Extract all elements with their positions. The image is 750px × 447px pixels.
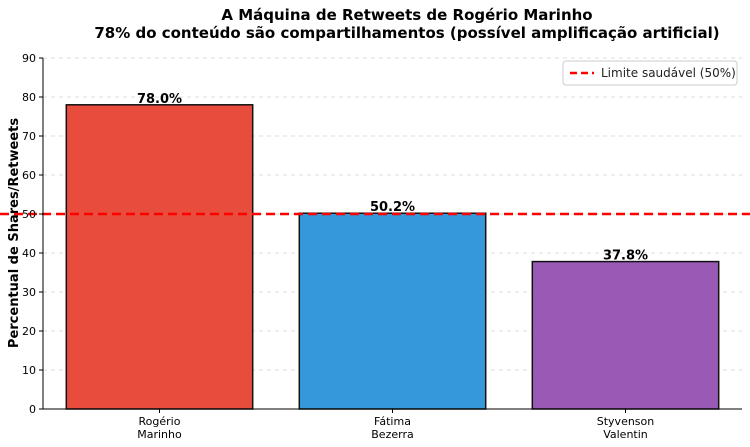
y-tick-label: 80 — [22, 91, 36, 104]
y-axis-label: Percentual de Shares/Retweets — [7, 118, 22, 348]
y-tick-label: 40 — [22, 247, 36, 260]
y-tick-label: 60 — [22, 169, 36, 182]
bar-value-label: 50.2% — [370, 200, 415, 215]
x-tick-label: Styvenson — [597, 415, 655, 428]
x-tick-label: Marinho — [137, 428, 182, 441]
y-tick-label: 70 — [22, 130, 36, 143]
y-tick-label: 90 — [22, 52, 36, 65]
bars: 78.0% 50.2% 37.8% — [65, 92, 720, 410]
x-tick-label: Valentin — [603, 428, 648, 441]
x-tick-label: Rogério — [139, 415, 181, 428]
chart-title: A Máquina de Retweets de Rogério Marinho — [221, 6, 592, 24]
y-tick-label: 30 — [22, 286, 36, 299]
bar — [298, 212, 487, 410]
chart-subtitle: 78% do conteúdo são compartilhamentos (p… — [94, 24, 719, 42]
x-tick-label: Fátima — [374, 415, 411, 428]
y-tick-label: 20 — [22, 325, 36, 338]
legend-label: Limite saudável (50%) — [601, 66, 736, 80]
y-tick-label: 0 — [29, 403, 36, 416]
y-tick-label: 10 — [22, 364, 36, 377]
bar — [65, 104, 254, 410]
bar-value-label: 78.0% — [137, 92, 182, 107]
legend: Limite saudável (50%) — [562, 60, 738, 86]
bar — [531, 260, 720, 410]
y-tick-label: 50 — [22, 208, 36, 221]
x-tick-label: Bezerra — [371, 428, 413, 441]
bar-value-label: 37.8% — [603, 249, 648, 264]
legend-box — [562, 60, 738, 86]
